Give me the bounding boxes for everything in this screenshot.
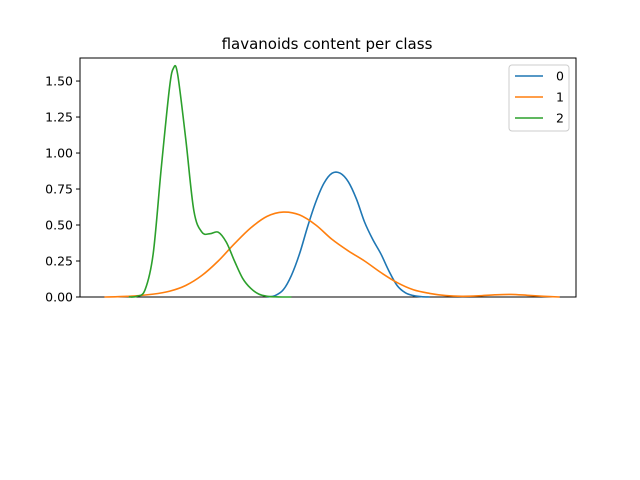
series-line-0 bbox=[266, 171, 430, 298]
y-tick-label: 0.50 bbox=[45, 218, 73, 233]
y-axis: 0.00 0.25 0.50 0.75 1.00 1.25 1.50 bbox=[45, 74, 80, 305]
plot-area bbox=[79, 57, 577, 298]
legend-label-2: 2 bbox=[556, 111, 564, 126]
series-line-1 bbox=[104, 211, 560, 298]
y-tick-label: 0.75 bbox=[45, 182, 73, 197]
legend-label-1: 1 bbox=[556, 90, 564, 105]
legend-box bbox=[508, 64, 570, 132]
legend: 0 1 2 bbox=[508, 64, 570, 132]
y-tick-label: 1.25 bbox=[45, 110, 73, 125]
series-line-2 bbox=[128, 64, 292, 298]
plot-frame bbox=[79, 57, 577, 298]
y-tick-label: 1.50 bbox=[45, 74, 73, 89]
legend-label-0: 0 bbox=[556, 69, 564, 84]
series-layer bbox=[104, 64, 560, 298]
chart-title: flavanoids content per class bbox=[222, 35, 433, 53]
y-tick-label: 0.25 bbox=[45, 254, 73, 269]
y-tick-label: 0.00 bbox=[45, 290, 73, 305]
y-tick-label: 1.00 bbox=[45, 146, 73, 161]
